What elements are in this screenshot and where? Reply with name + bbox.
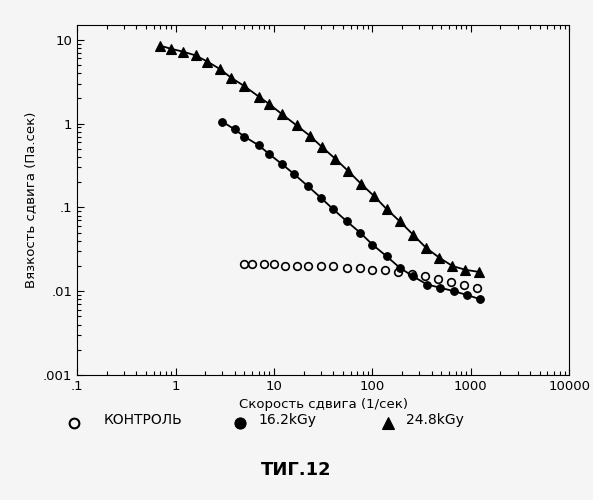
Text: 16.2kGy: 16.2kGy: [258, 413, 316, 427]
X-axis label: Скорость сдвига (1/сек): Скорость сдвига (1/сек): [239, 398, 407, 411]
Text: КОНТРОЛЬ: КОНТРОЛЬ: [104, 413, 183, 427]
Text: 24.8kGy: 24.8kGy: [406, 413, 464, 427]
Y-axis label: Вязкость сдвига (Па.сек): Вязкость сдвига (Па.сек): [24, 112, 37, 288]
Text: ΤИГ.12: ΤИГ.12: [261, 461, 332, 479]
